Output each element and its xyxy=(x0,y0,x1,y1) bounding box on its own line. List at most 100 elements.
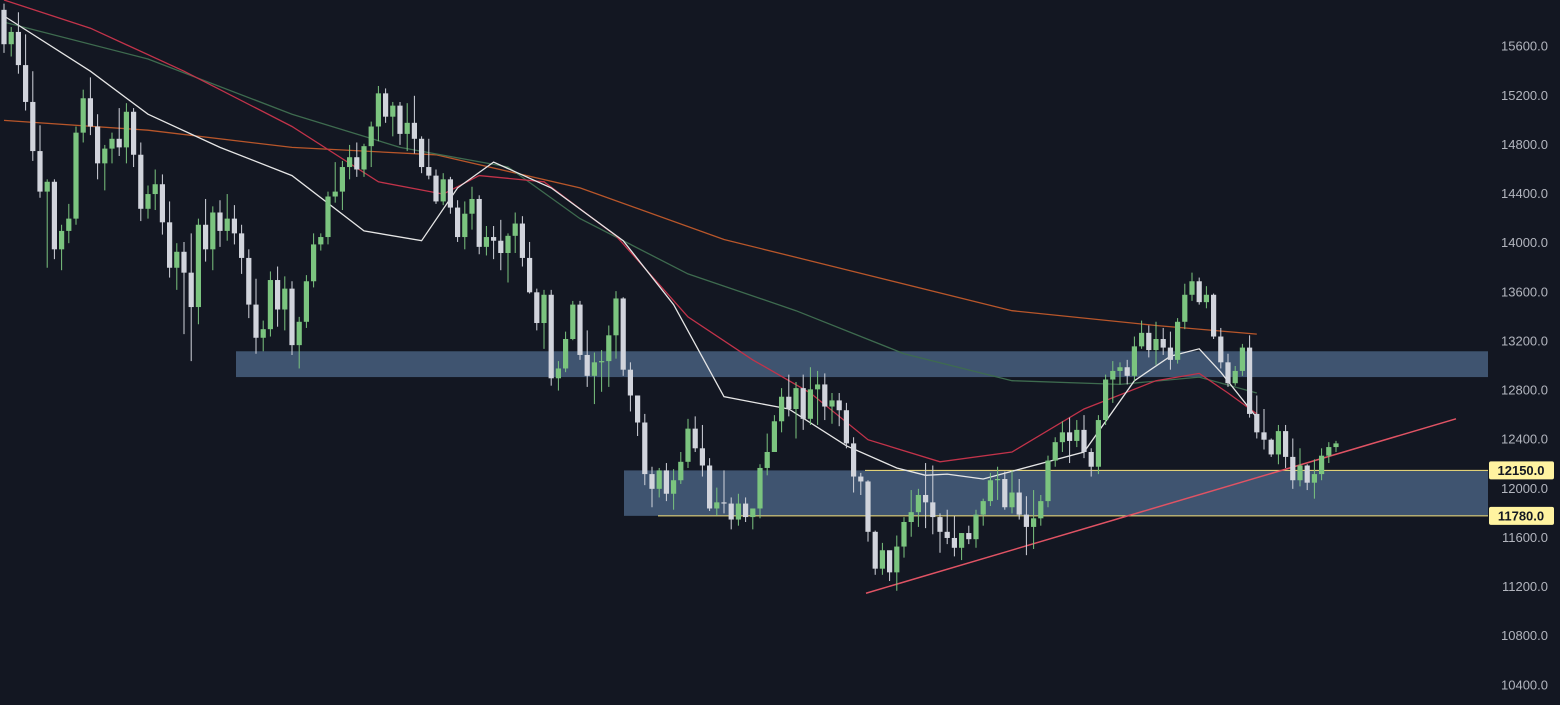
candle xyxy=(1153,321,1159,365)
candle xyxy=(15,12,21,74)
candle xyxy=(1095,415,1101,475)
candle xyxy=(779,388,785,433)
candle-body xyxy=(397,105,403,134)
candle-body xyxy=(59,230,65,250)
candle xyxy=(685,418,691,468)
candle-body xyxy=(95,126,101,164)
candle-body xyxy=(217,212,223,231)
candle-body xyxy=(750,508,756,518)
candle xyxy=(51,179,57,260)
candle xyxy=(728,497,734,530)
candle-body xyxy=(1131,346,1137,376)
candle xyxy=(455,200,461,242)
y-tick-label: 11200.0 xyxy=(1502,579,1548,594)
candle xyxy=(73,126,79,225)
candle-body xyxy=(1016,492,1022,515)
candle-body xyxy=(620,298,626,370)
candle xyxy=(30,71,36,161)
candle xyxy=(95,114,101,180)
candle xyxy=(239,224,245,274)
price-axis[interactable]: 15600.0 15200.0 14800.0 14400.0 14000.0 13600… xyxy=(1501,39,1548,693)
candle xyxy=(606,325,612,387)
candle xyxy=(318,233,324,251)
candle xyxy=(1059,421,1065,452)
candle-body xyxy=(476,198,482,247)
candle-body xyxy=(303,281,309,322)
candle-body xyxy=(879,550,885,569)
candle xyxy=(1117,362,1123,385)
candle xyxy=(1110,361,1116,403)
candle xyxy=(771,415,777,452)
candle-body xyxy=(87,98,93,127)
resistance-zone xyxy=(236,351,1488,378)
candle xyxy=(1167,331,1173,370)
candle-body xyxy=(563,338,569,369)
candle-body xyxy=(174,251,180,268)
price-tag-bg xyxy=(1489,461,1554,480)
trendline[interactable] xyxy=(865,418,1457,594)
candle xyxy=(80,89,86,143)
candle-body xyxy=(519,223,525,258)
candle-body xyxy=(923,494,929,503)
candle xyxy=(447,176,453,214)
candle xyxy=(577,300,583,360)
candle-body xyxy=(1189,281,1195,295)
y-tick-label: 14800.0 xyxy=(1501,137,1548,152)
candle-body xyxy=(642,422,648,475)
candle xyxy=(1016,479,1022,520)
candle xyxy=(275,266,281,327)
candle-body xyxy=(347,157,353,168)
candle-body xyxy=(570,304,576,339)
candle-body xyxy=(937,517,943,532)
candle xyxy=(1268,438,1274,457)
candle-body xyxy=(959,533,965,548)
candle xyxy=(1038,494,1044,526)
candle xyxy=(800,374,806,430)
y-tick-label: 12400.0 xyxy=(1501,432,1548,447)
y-tick-label: 13200.0 xyxy=(1501,333,1548,348)
candle-body xyxy=(433,175,439,202)
candle xyxy=(174,243,180,290)
candle xyxy=(44,179,50,268)
candle xyxy=(476,195,482,255)
candle xyxy=(757,464,763,519)
candle-body xyxy=(1153,338,1159,351)
candle-body xyxy=(627,369,633,396)
price-tag: 11780.0 xyxy=(1489,506,1554,525)
candle-body xyxy=(116,138,122,148)
ma-50-line xyxy=(3,0,1258,463)
candle xyxy=(303,275,309,328)
candle xyxy=(498,219,504,271)
candle xyxy=(858,472,864,495)
candle xyxy=(707,458,713,511)
candle xyxy=(1009,470,1015,514)
candle-body xyxy=(311,244,317,282)
candle-body xyxy=(973,514,979,540)
candle-body xyxy=(1038,501,1044,519)
candle xyxy=(1319,448,1325,481)
candle xyxy=(433,169,439,204)
candle-body xyxy=(1146,332,1152,351)
candle xyxy=(231,205,237,245)
candle-body xyxy=(1247,347,1253,414)
candle-body xyxy=(1261,432,1267,440)
candle xyxy=(361,143,367,177)
candle-body xyxy=(181,251,187,273)
y-tick-label: 10400.0 xyxy=(1501,677,1548,692)
candle xyxy=(1074,420,1080,448)
candle-body xyxy=(692,428,698,449)
candle xyxy=(534,288,540,331)
candle-body xyxy=(534,292,540,324)
candle-body xyxy=(779,396,785,422)
candle xyxy=(109,132,115,164)
candle-body xyxy=(80,98,86,133)
candle-body xyxy=(815,384,821,390)
candle xyxy=(1031,490,1037,550)
candle xyxy=(1211,293,1217,339)
candle xyxy=(411,95,417,154)
candle xyxy=(663,463,669,502)
candle xyxy=(37,125,43,198)
candle-body xyxy=(1023,514,1029,527)
